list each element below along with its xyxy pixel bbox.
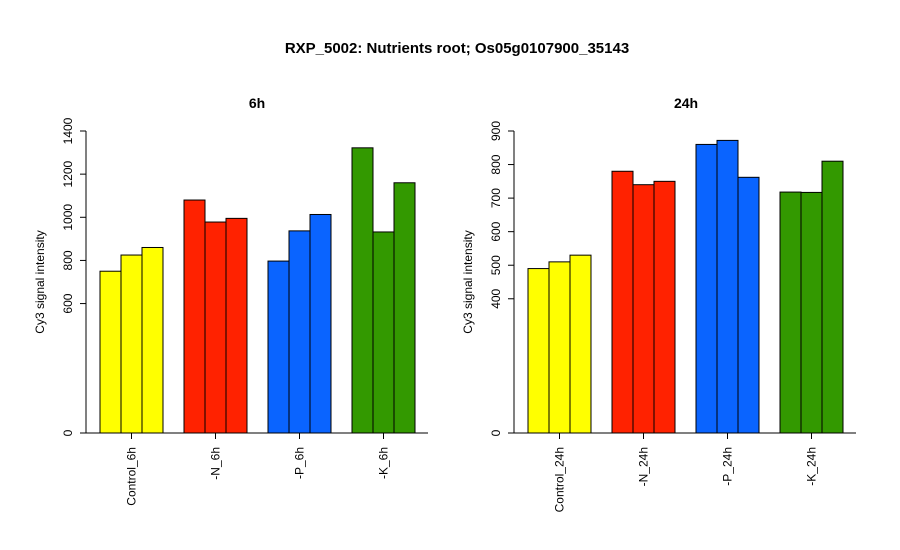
main-title: RXP_5002: Nutrients root; Os05g0107900_3…: [285, 40, 629, 57]
panel-title-24h: 24h: [674, 95, 698, 111]
y-tick-label: 800: [61, 250, 75, 270]
bar-Control_6h-3: [141, 246, 164, 434]
y-tick-label: 1000: [61, 204, 75, 231]
y-tick-label: 0: [489, 429, 503, 436]
panel-6h: 6h Cy3 signal intensity 0 600 800 1000 1200 1…: [33, 95, 428, 506]
y-tick-label: 500: [489, 255, 503, 275]
bar--P_24h-3: [737, 176, 760, 434]
y-tick-label: 600: [61, 293, 75, 313]
bar-Control_6h-2: [120, 254, 143, 434]
bar--P_6h-3: [309, 213, 332, 434]
y-tick-label: 1200: [61, 160, 75, 187]
bar-Control_6h-1: [99, 270, 122, 434]
y-tick-label: 600: [489, 221, 503, 241]
category-label: Control_6h: [125, 447, 139, 506]
y-axis-label-24h: Cy3 signal intensity: [461, 230, 475, 333]
bar--N_24h-2: [632, 184, 655, 434]
category-label: -K_24h: [805, 447, 819, 486]
category-label: -N_6h: [209, 447, 223, 480]
bar--P_6h-1: [267, 260, 290, 434]
y-tick-label: 400: [489, 288, 503, 308]
bar--P_24h-1: [695, 143, 718, 434]
bar--P_24h-2: [716, 139, 739, 434]
bar--K_24h-3: [821, 160, 844, 434]
y-tick-label: 0: [61, 429, 75, 436]
bar--K_6h-1: [351, 147, 374, 434]
y-axis-label-6h: Cy3 signal intensity: [33, 230, 47, 333]
bar--K_6h-3: [393, 182, 416, 434]
bar--P_6h-2: [288, 230, 311, 434]
y-tick-label: 1400: [61, 117, 75, 144]
y-tick-label: 700: [489, 188, 503, 208]
bar--N_24h-3: [653, 180, 676, 434]
category-label: -P_6h: [293, 447, 307, 479]
category-label: -P_24h: [721, 447, 735, 486]
bar--K_24h-1: [779, 191, 802, 434]
panel-24h: 24h Cy3 signal intensity 0 400 500 600 700 80…: [461, 95, 856, 512]
category-label: -K_6h: [377, 447, 391, 479]
bar--N_6h-2: [204, 221, 227, 434]
y-tick-label: 900: [489, 121, 503, 141]
bar-Control_24h-2: [548, 261, 571, 434]
bar--N_6h-1: [183, 199, 206, 434]
category-label: Control_24h: [553, 447, 567, 512]
bar--K_6h-2: [372, 231, 395, 434]
y-tick-label: 800: [489, 154, 503, 174]
category-label: -N_24h: [637, 447, 651, 486]
panel-title-6h: 6h: [249, 95, 265, 111]
bar--N_24h-1: [611, 170, 634, 434]
bar-Control_24h-1: [527, 268, 550, 434]
bar-Control_24h-3: [569, 254, 592, 434]
bar--K_24h-2: [800, 191, 823, 434]
bar--N_6h-3: [225, 217, 248, 434]
